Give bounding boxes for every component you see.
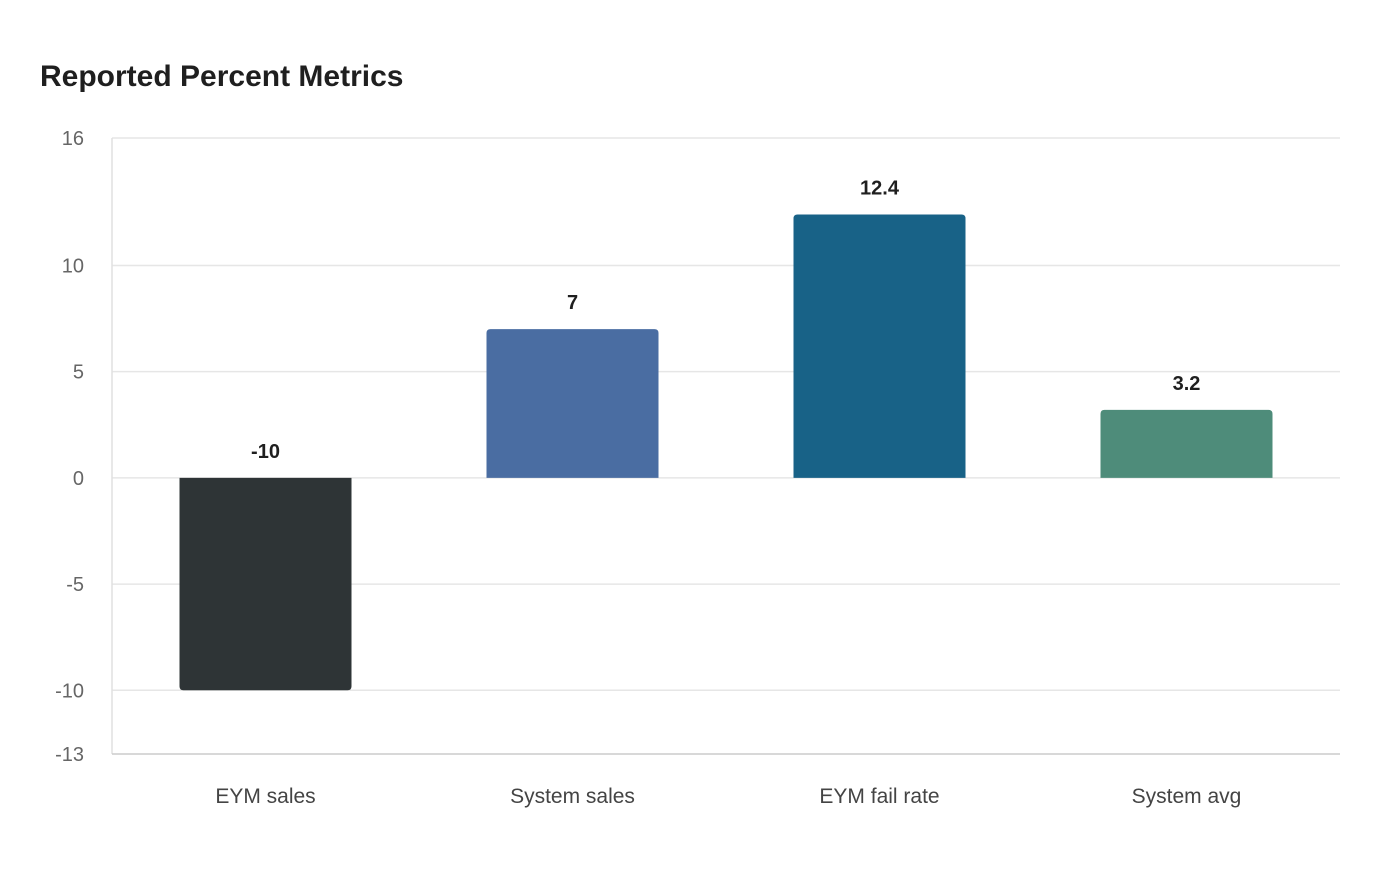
data-label: 12.4 bbox=[860, 177, 900, 199]
labels: -13 -10 -5 0 5 10 16 -10 EYM sales 7 System sales 1… bbox=[55, 128, 1241, 808]
x-tick-label: EYM sales bbox=[215, 785, 315, 808]
y-tick-label: 5 bbox=[73, 362, 84, 384]
chart-title: Reported Percent Metrics bbox=[40, 60, 404, 93]
bar bbox=[1100, 409, 1273, 478]
bar bbox=[793, 214, 966, 478]
bars bbox=[179, 214, 1273, 691]
x-tick-label: System sales bbox=[510, 785, 635, 808]
data-label: -10 bbox=[251, 441, 280, 463]
data-label: 7 bbox=[567, 292, 578, 314]
y-tick-label: 10 bbox=[62, 255, 84, 277]
y-tick-label: -13 bbox=[55, 744, 84, 766]
axes bbox=[111, 138, 1340, 755]
x-tick-label: EYM fail rate bbox=[819, 785, 939, 808]
y-tick-label: -10 bbox=[55, 680, 84, 702]
y-tick-label: 0 bbox=[73, 468, 84, 490]
bar bbox=[179, 477, 352, 691]
data-label: 3.2 bbox=[1173, 373, 1201, 395]
y-tick-label: 16 bbox=[62, 128, 84, 150]
x-tick-label: System avg bbox=[1132, 785, 1242, 808]
bar bbox=[486, 329, 659, 478]
y-tick-label: -5 bbox=[66, 574, 84, 596]
